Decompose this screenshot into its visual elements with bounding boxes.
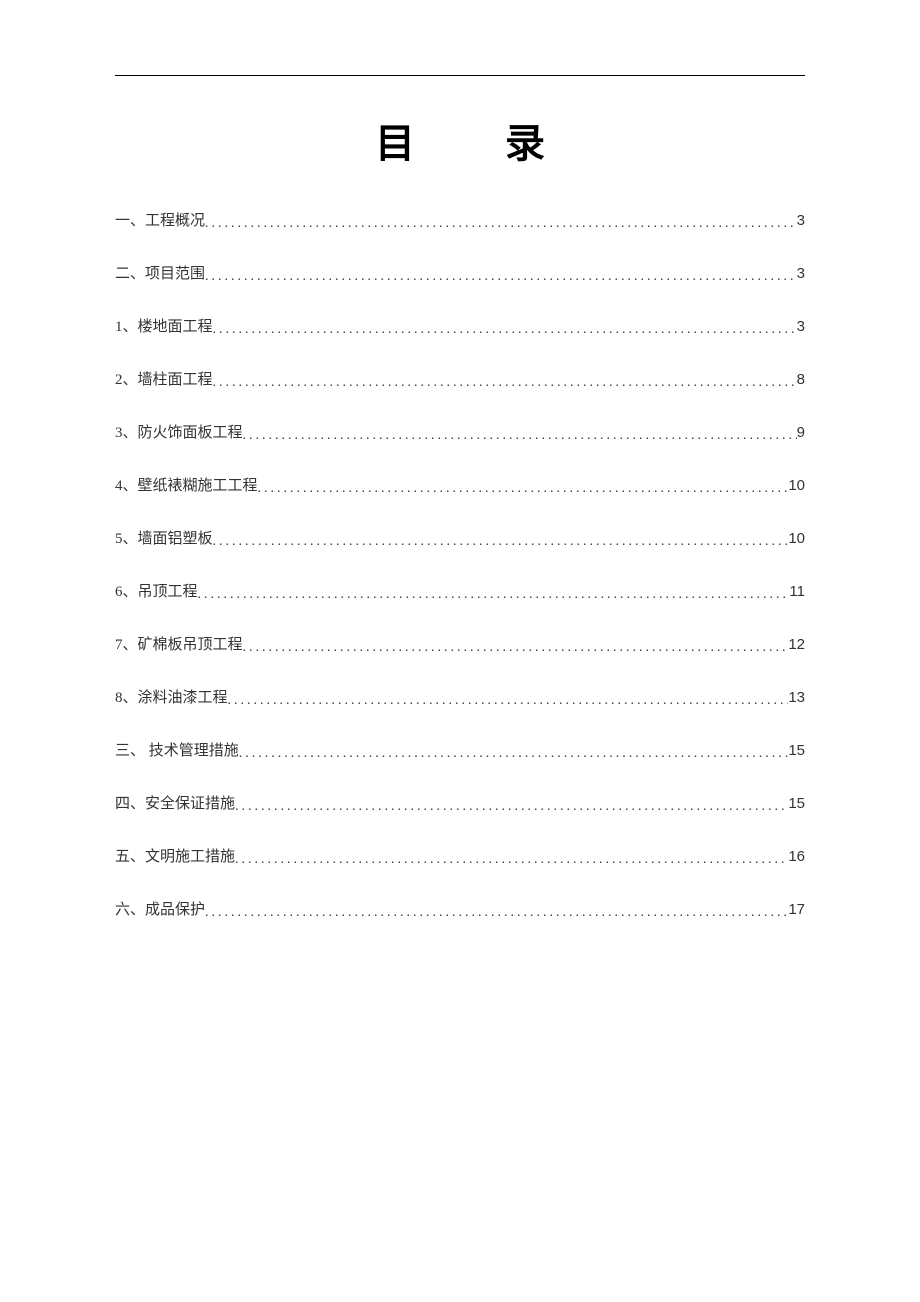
toc-list: 一、工程概况 3 二、项目范围 3 1、楼地面工程 3 2、墙柱面工程 8 3、… [115,209,805,919]
toc-item: 3、防火饰面板工程 9 [115,421,805,442]
toc-item: 一、工程概况 3 [115,209,805,230]
toc-item: 二、项目范围 3 [115,262,805,283]
toc-label: 一、工程概况 [115,209,205,230]
toc-leader-dots [205,269,797,285]
toc-leader-dots [228,693,789,709]
toc-label: 二、项目范围 [115,262,205,283]
toc-leader-dots [243,640,789,656]
toc-leader-dots [213,375,797,391]
toc-page-number: 3 [797,265,805,282]
toc-label: 五、文明施工措施 [115,845,235,866]
toc-page-number: 10 [788,530,805,547]
toc-label: 1、楼地面工程 [115,315,213,336]
toc-label: 四、安全保证措施 [115,792,235,813]
toc-leader-dots [205,216,797,232]
toc-item: 四、安全保证措施 15 [115,792,805,813]
document-page: 目 录 一、工程概况 3 二、项目范围 3 1、楼地面工程 3 2、墙柱面工程 … [0,0,920,919]
toc-item: 5、墙面铝塑板 10 [115,527,805,548]
toc-page-number: 11 [789,583,805,600]
toc-label: 三、 技术管理措施 [115,739,239,760]
toc-leader-dots [198,587,790,603]
toc-page-number: 13 [788,689,805,706]
toc-label: 2、墙柱面工程 [115,368,213,389]
toc-item: 六、成品保护 17 [115,898,805,919]
toc-item: 1、楼地面工程 3 [115,315,805,336]
page-title: 目 录 [115,111,805,169]
toc-item: 6、吊顶工程 11 [115,580,805,601]
toc-label: 8、涂料油漆工程 [115,686,228,707]
toc-leader-dots [205,905,788,921]
toc-item: 五、文明施工措施 16 [115,845,805,866]
toc-page-number: 9 [797,424,805,441]
toc-leader-dots [235,852,788,868]
toc-item: 4、壁纸裱糊施工工程 10 [115,474,805,495]
toc-page-number: 10 [788,477,805,494]
toc-item: 8、涂料油漆工程 13 [115,686,805,707]
toc-label: 5、墙面铝塑板 [115,527,213,548]
toc-leader-dots [235,799,788,815]
toc-label: 六、成品保护 [115,898,205,919]
toc-page-number: 15 [788,742,805,759]
header-rule [115,75,805,76]
toc-leader-dots [258,481,789,497]
toc-leader-dots [213,534,789,550]
toc-page-number: 16 [788,848,805,865]
toc-page-number: 15 [788,795,805,812]
toc-label: 7、矿棉板吊顶工程 [115,633,243,654]
toc-item: 三、 技术管理措施 15 [115,739,805,760]
toc-label: 6、吊顶工程 [115,580,198,601]
toc-leader-dots [239,746,789,762]
toc-leader-dots [243,428,797,444]
toc-page-number: 8 [797,371,805,388]
toc-label: 4、壁纸裱糊施工工程 [115,474,258,495]
toc-page-number: 17 [788,901,805,918]
toc-page-number: 3 [797,212,805,229]
toc-page-number: 3 [797,318,805,335]
toc-page-number: 12 [788,636,805,653]
toc-label: 3、防火饰面板工程 [115,421,243,442]
toc-leader-dots [213,322,797,338]
toc-item: 2、墙柱面工程 8 [115,368,805,389]
toc-item: 7、矿棉板吊顶工程 12 [115,633,805,654]
